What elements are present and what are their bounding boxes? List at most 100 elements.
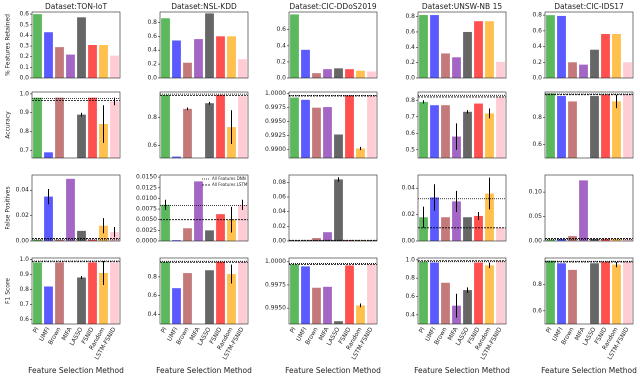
- plot-frame: [159, 174, 249, 242]
- bar: [172, 288, 181, 324]
- y-tick-label: 0.0000: [136, 238, 157, 245]
- bar: [55, 97, 64, 158]
- y-tick-label: 0.6: [532, 27, 542, 34]
- y-tick-label: 0.6: [147, 142, 157, 149]
- y-tick-label: 0.0: [19, 75, 29, 82]
- bar: [356, 70, 365, 78]
- bar: [452, 57, 461, 78]
- y-tick-label: 0.6: [405, 293, 415, 300]
- bar: [216, 94, 225, 158]
- bar: [601, 94, 610, 158]
- y-tick-label: 0.4: [147, 311, 157, 318]
- chart-title: Dataset:NSL-KDD: [171, 2, 237, 11]
- bar: [88, 239, 97, 241]
- plot-frame: [288, 174, 378, 242]
- bar: [110, 262, 119, 324]
- bar: [463, 290, 472, 324]
- y-tick-label: 1.0: [405, 256, 415, 263]
- bar: [485, 193, 494, 241]
- bar: [474, 262, 483, 324]
- bar: [430, 15, 439, 78]
- bar: [66, 178, 75, 241]
- bar: [546, 260, 555, 324]
- plot-frame: [159, 11, 249, 79]
- bar: [623, 94, 632, 158]
- y-tick-label: 0.2: [532, 59, 542, 66]
- plot-frame: [288, 257, 378, 325]
- bar: [430, 197, 439, 241]
- bar: [88, 97, 97, 158]
- bar: [194, 181, 203, 241]
- bar: [623, 239, 632, 241]
- bar: [367, 95, 376, 158]
- y-tick-label: 0.00: [16, 238, 30, 245]
- x-axis-label: Feature Selection Method: [414, 366, 510, 375]
- bar: [323, 286, 332, 324]
- y-tick-label: 0.6: [19, 11, 29, 18]
- x-axis-label: Feature Selection Method: [285, 366, 381, 375]
- x-tick-label: PI: [545, 326, 554, 334]
- bar: [496, 227, 505, 241]
- bar: [312, 107, 321, 158]
- bar: [77, 114, 86, 158]
- y-tick-label: 0.3: [19, 43, 29, 50]
- y-tick-label: 0.9925: [265, 132, 286, 139]
- plot-frame: [31, 91, 121, 159]
- y-tick-label: 0.9975: [265, 281, 286, 288]
- bar: [568, 62, 577, 78]
- y-tick-label: 1.0: [19, 256, 29, 263]
- bar: [546, 239, 555, 241]
- bar: [205, 270, 214, 324]
- y-tick-label: 0.2: [276, 58, 286, 65]
- bar: [441, 105, 450, 158]
- bar: [216, 261, 225, 324]
- y-tick-label: 0.0: [147, 75, 157, 82]
- bar: [474, 103, 483, 158]
- bar: [172, 156, 181, 158]
- bar: [161, 204, 170, 241]
- bar: [601, 261, 610, 324]
- plot-frame: [159, 91, 249, 159]
- y-tick-label: 0.0100: [136, 195, 157, 202]
- bar: [485, 265, 494, 324]
- y-tick-label: 0.4: [276, 42, 286, 49]
- y-tick-label: 0.6: [276, 26, 286, 33]
- x-axis-label: Feature Selection Method: [28, 366, 124, 375]
- bar: [44, 32, 53, 78]
- chart-title: Dataset:CIC-DDoS2019: [289, 2, 377, 11]
- y-tick-label: 0.02: [273, 223, 287, 230]
- y-axis-label: % Features Retained: [5, 14, 12, 76]
- y-tick-label: 0.5: [405, 146, 415, 153]
- bar: [474, 21, 483, 78]
- legend-label: All Features DNN: [212, 176, 246, 181]
- bar: [356, 305, 365, 324]
- bar: [557, 263, 566, 324]
- bar: [183, 273, 192, 324]
- bar: [430, 105, 439, 158]
- y-tick-label: 0.6: [147, 33, 157, 40]
- y-tick-label: 0.2: [147, 61, 157, 68]
- y-tick-label: 0.2: [19, 53, 29, 60]
- y-tick-label: 0.6: [19, 316, 29, 323]
- plot-frame: [288, 91, 378, 159]
- plot-frame: [31, 257, 121, 325]
- y-tick-label: 0.9900: [265, 146, 286, 153]
- bar: [216, 36, 225, 78]
- y-tick-label: 0.1: [19, 64, 29, 71]
- y-tick-label: 0.04: [402, 185, 416, 192]
- y-tick-label: 0.7: [405, 113, 415, 120]
- bar: [205, 103, 214, 158]
- bar: [33, 97, 42, 158]
- bar: [356, 240, 365, 241]
- chart-title: Dataset:CIC-IDS17: [554, 2, 624, 11]
- bar: [474, 215, 483, 241]
- plot-frame: [417, 91, 507, 159]
- y-tick-label: 0.8: [19, 128, 29, 135]
- y-tick-label: 0.4: [19, 32, 29, 39]
- bar: [419, 101, 428, 158]
- bar: [312, 73, 321, 78]
- bar: [312, 287, 321, 324]
- y-tick-label: 0.04: [16, 187, 30, 194]
- y-tick-label: 0.00: [402, 238, 416, 245]
